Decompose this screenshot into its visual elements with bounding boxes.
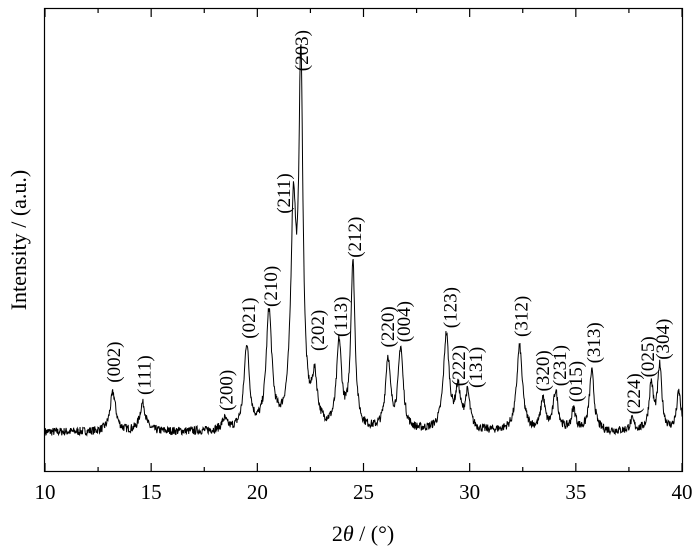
peak-label: (224)	[624, 373, 645, 414]
peak-label: (200)	[217, 370, 238, 411]
peak-label: (113)	[331, 297, 352, 337]
x-axis-label-prefix: 2	[332, 521, 343, 546]
peak-label: (111)	[135, 355, 156, 395]
peak-label: (220)	[378, 306, 399, 347]
peak-label: (015)	[566, 361, 587, 402]
x-axis-label-symbol: θ	[343, 521, 354, 546]
peak-label: (131)	[466, 347, 487, 388]
x-tick-label: 40	[672, 480, 693, 504]
peak-label: (021)	[239, 298, 260, 339]
peak-label: (312)	[512, 296, 533, 337]
x-tick-label: 20	[247, 480, 268, 504]
x-axis-ticks	[44, 9, 683, 471]
peak-label: (212)	[345, 217, 366, 258]
peak-label: (304)	[653, 319, 674, 360]
y-axis-label: Intensity / (a.u.)	[6, 170, 31, 311]
peak-annotations: (002) (111) (200) (021)(210) (211) (203) (202)…	[104, 30, 674, 414]
x-tick-label: 30	[459, 480, 480, 504]
xrd-pattern-line	[44, 44, 683, 437]
peak-label: (320)	[533, 350, 554, 391]
peak-label: (025)	[638, 336, 659, 377]
peak-label: (004)	[394, 301, 415, 342]
x-axis-label-suffix: / (°)	[354, 521, 395, 546]
x-tick-label: 10	[35, 480, 56, 504]
peak-label: (123)	[441, 287, 462, 328]
peak-label: (203)	[292, 30, 313, 71]
peak-label: (222)	[449, 345, 470, 386]
x-tick-label: 25	[353, 480, 374, 504]
peak-label: (210)	[261, 266, 282, 307]
plot-frame	[43, 7, 684, 473]
x-tick-label: 15	[141, 480, 162, 504]
peak-label: (202)	[308, 310, 329, 351]
peak-label: (231)	[550, 345, 571, 386]
x-axis-label: 2θ / (°)	[332, 521, 394, 546]
peak-label: (002)	[104, 342, 125, 383]
peak-label: (313)	[584, 322, 605, 363]
x-axis-tick-labels: 10 15 20 25 30 35 40	[35, 480, 693, 504]
x-tick-label: 35	[565, 480, 586, 504]
peak-label: (211)	[274, 173, 295, 213]
